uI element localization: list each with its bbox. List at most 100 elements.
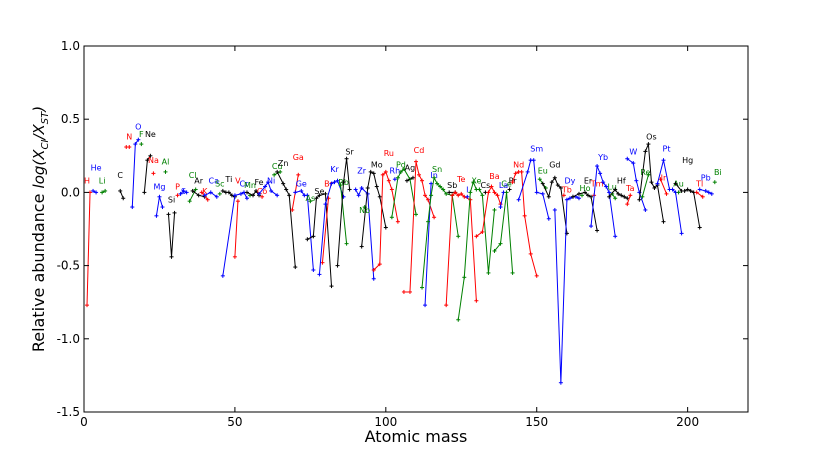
data-point [516,197,521,202]
series-line [246,190,260,196]
series-ge: Ge [293,180,316,272]
data-point [238,191,243,196]
y-axis-label-math: /X [30,123,48,141]
data-point [558,380,563,385]
series-ce: Ce [492,180,515,275]
data-point [377,194,382,199]
data-point [456,317,461,322]
series-zr: Zr [353,166,376,281]
element-label: Xe [471,177,481,186]
element-label: Cr [240,180,250,189]
data-point [371,276,376,281]
element-label: Re [640,168,650,177]
data-point [251,193,256,198]
y-axis-label-sub2: ST [40,111,51,124]
series-s: S [178,187,189,196]
data-point [420,178,425,183]
data-point [290,207,295,212]
data-point [130,205,135,210]
data-point [389,215,394,220]
y-axis-label-math: ) [30,106,48,113]
data-point [471,180,476,185]
series-line [86,192,91,306]
data-point [468,190,473,195]
data-point [643,149,648,154]
series-line [641,174,649,197]
data-point [628,193,633,198]
series-line [234,201,239,257]
series-sm: Sm [516,144,551,221]
data-point [202,193,207,198]
data-point [401,166,406,171]
data-point [398,169,403,174]
data-point [154,213,159,218]
series-c: C [117,171,126,201]
data-point [244,190,249,195]
data-point [344,241,349,246]
series-line [340,185,348,244]
element-label: O [135,122,141,131]
data-point [513,171,518,176]
element-label: Cd [414,146,425,155]
element-label: Cs [481,181,491,190]
series-tb: Tb [561,185,572,198]
data-point [169,254,174,259]
data-point [552,175,557,180]
data-point [664,191,669,196]
data-point [232,254,237,259]
element-label: Dy [564,177,575,186]
data-point [694,190,699,195]
data-point [688,188,693,193]
data-point [432,175,437,180]
data-point [510,180,515,185]
element-label: Ta [625,184,635,193]
element-label: Er [584,177,593,186]
data-point [272,172,277,177]
element-label: Sr [345,147,354,156]
data-point [293,190,298,195]
element-label: P [175,182,180,191]
series-ni: Ni [257,177,280,198]
data-point [254,188,259,193]
data-point [697,187,702,192]
series-bi: Bi [712,168,722,185]
data-point [598,171,603,176]
data-point [344,156,349,161]
data-point [317,193,322,198]
data-point [534,190,539,195]
data-point [359,244,364,249]
data-point [139,142,144,147]
y-tick-label: -1.0 [57,332,80,346]
series-re: Re [640,168,651,199]
series-p: P [175,182,180,198]
data-point [682,188,687,193]
data-point [480,193,485,198]
series-line [321,198,329,263]
data-point [356,193,361,198]
element-label: Fe [255,178,264,187]
element-label: Mo [371,161,383,170]
x-tick-label: 0 [80,415,88,429]
data-point [281,181,286,186]
element-label: Tm [590,180,604,189]
y-tick-label: -1.5 [57,405,80,419]
data-point [420,285,425,290]
element-label: C [117,171,123,180]
data-point [456,193,461,198]
series-er: Er [570,177,600,233]
series-o: O [130,122,141,210]
element-label: Ir [661,174,667,183]
data-point [676,190,681,195]
data-point [555,183,560,188]
data-point [700,194,705,199]
data-point [172,210,177,215]
data-point [145,158,150,163]
series-sc: Sc [215,180,225,196]
data-point [103,188,108,193]
data-point [417,172,422,177]
data-point [447,190,452,195]
series-line [403,161,435,293]
data-point [332,180,337,185]
element-label: Sb [447,181,457,190]
element-label: Ce [501,180,512,189]
